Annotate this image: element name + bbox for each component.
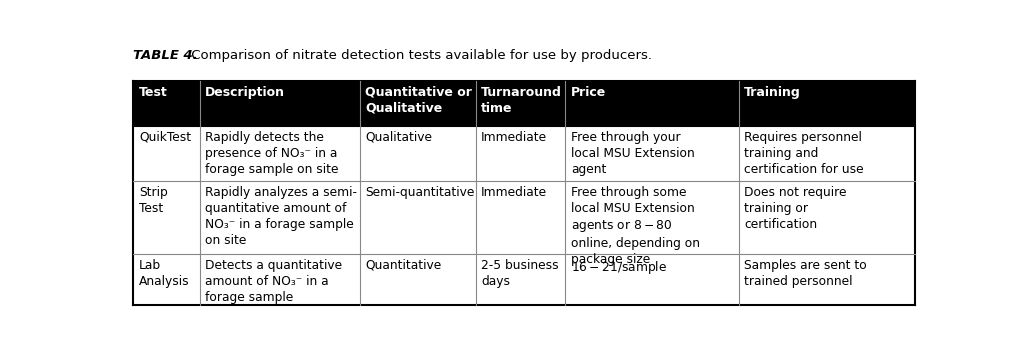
Bar [360,81,476,126]
Text: Detects a quantitative
amount of NO₃⁻ in a
forage sample: Detects a quantitative amount of NO₃⁻ in… [205,259,343,304]
Bar [133,181,914,254]
Text: Semi-quantitative: Semi-quantitative [365,186,475,199]
Bar [565,81,738,126]
Text: Comparison of nitrate detection tests available for use by producers.: Comparison of nitrate detection tests av… [187,49,652,62]
Text: Quantitative or
Qualitative: Quantitative or Qualitative [365,86,472,115]
Bar [133,126,914,181]
Bar [199,81,360,126]
Text: Price: Price [571,86,606,99]
Text: Free through some
local MSU Extension
agents or $8-$80
online, depending on
pack: Free through some local MSU Extension ag… [571,186,700,266]
Text: Strip
Test: Strip Test [139,186,168,215]
Text: Does not require
training or
certification: Does not require training or certificati… [744,186,847,231]
Text: Turnaround
time: Turnaround time [481,86,562,115]
Text: $16-$21/sample: $16-$21/sample [571,259,667,276]
Text: Description: Description [205,86,286,99]
Text: Requires personnel
training and
certification for use: Requires personnel training and certific… [744,131,863,176]
Text: QuikTest: QuikTest [139,131,191,144]
Text: Training: Training [744,86,801,99]
Text: Quantitative: Quantitative [365,259,441,272]
Text: Lab
Analysis: Lab Analysis [139,259,189,288]
Text: 2-5 business
days: 2-5 business days [481,259,558,288]
Bar [133,81,199,126]
Bar [476,81,565,126]
Text: Rapidly detects the
presence of NO₃⁻ in a
forage sample on site: Rapidly detects the presence of NO₃⁻ in … [205,131,339,176]
Bar [738,81,914,126]
Text: Samples are sent to
trained personnel: Samples are sent to trained personnel [744,259,868,288]
Bar [133,254,914,305]
Text: Test: Test [139,86,168,99]
Text: Rapidly analyzes a semi-
quantitative amount of
NO₃⁻ in a forage sample
on site: Rapidly analyzes a semi- quantitative am… [205,186,357,247]
Text: Immediate: Immediate [481,186,547,199]
Text: Free through your
local MSU Extension
agent: Free through your local MSU Extension ag… [571,131,695,176]
Text: Qualitative: Qualitative [365,131,432,144]
Text: Immediate: Immediate [481,131,547,144]
Text: TABLE 4.: TABLE 4. [133,49,198,62]
